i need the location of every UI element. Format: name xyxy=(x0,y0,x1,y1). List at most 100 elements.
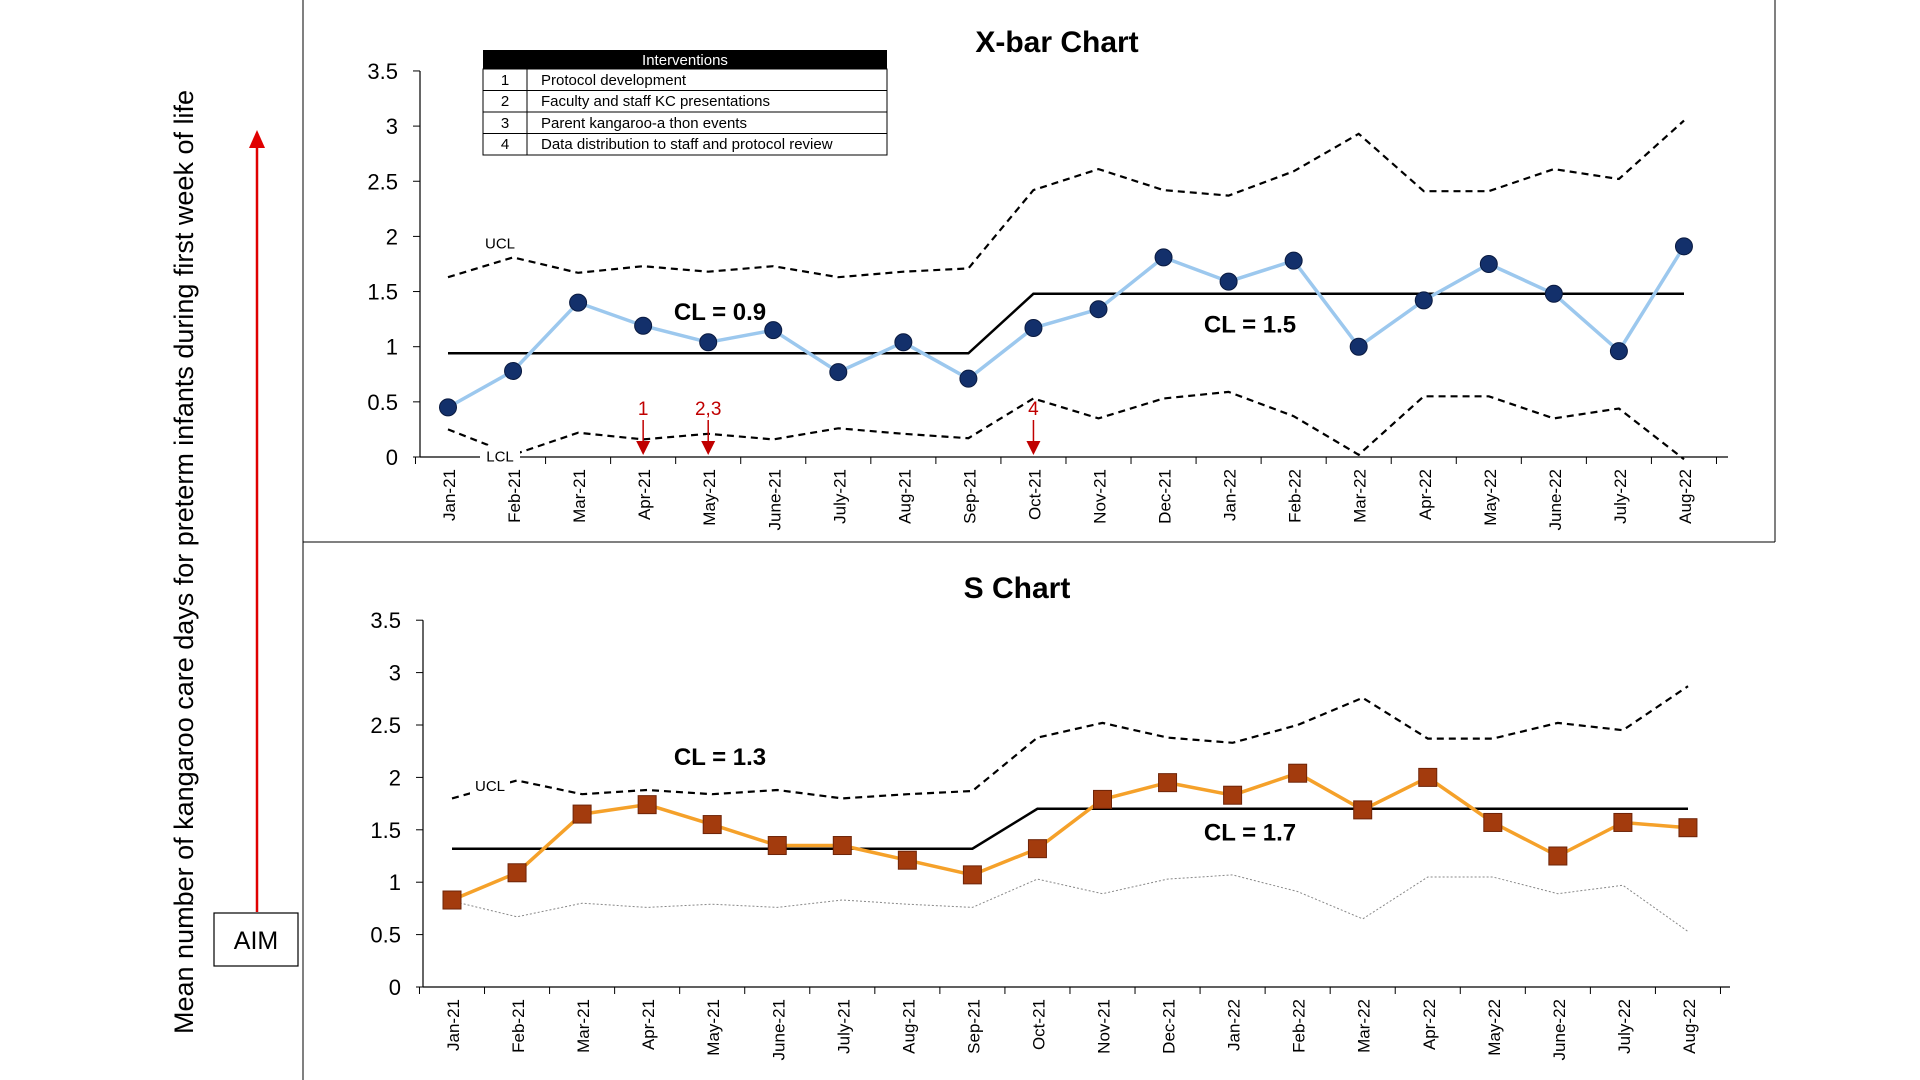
data-point xyxy=(634,316,653,335)
data-point xyxy=(832,836,852,856)
lcl-line xyxy=(447,390,1685,461)
x-tick-label: Dec-21 xyxy=(1156,469,1175,524)
annotation-arrowhead-icon xyxy=(701,441,716,455)
series-line xyxy=(451,771,1689,902)
data-point xyxy=(439,398,457,417)
x-tick-label: Jan-22 xyxy=(1225,999,1244,1051)
chart-title: X-bar Chart xyxy=(975,26,1138,59)
x-tick-label: July-22 xyxy=(1615,999,1634,1054)
data-point xyxy=(767,836,787,856)
data-point xyxy=(959,369,978,388)
data-point xyxy=(442,890,462,910)
annotation-label: 2,3 xyxy=(695,399,721,420)
y-tick-label: 0 xyxy=(389,975,401,1000)
x-tick-label: June-21 xyxy=(765,469,784,530)
data-point xyxy=(1093,789,1112,809)
ucl-label: UCL xyxy=(485,235,515,252)
x-tick-label: Sep-21 xyxy=(964,999,983,1054)
y-tick-label: 1.5 xyxy=(370,818,401,843)
data-point xyxy=(1418,767,1438,787)
intervention-text: Data distribution to staff and protocol … xyxy=(541,136,833,153)
data-point xyxy=(829,363,848,382)
intervention-text: Parent kangaroo-a thon events xyxy=(541,115,747,132)
data-point xyxy=(1548,846,1568,866)
x-tick-label: Mar-21 xyxy=(570,469,589,523)
center-line-label: CL = 1.7 xyxy=(1204,819,1296,846)
intervention-number: 3 xyxy=(501,115,509,132)
data-point xyxy=(1158,773,1178,793)
y-tick-label: 1.5 xyxy=(367,280,398,305)
y-tick-label: 1 xyxy=(386,335,398,360)
data-point xyxy=(1479,254,1498,273)
lcl-line xyxy=(451,874,1689,932)
data-point xyxy=(1544,284,1563,303)
data-point xyxy=(637,795,657,815)
x-tick-label: Nov-21 xyxy=(1091,469,1110,524)
x-tick-label: Aug-22 xyxy=(1676,469,1695,524)
x-tick-label: May-21 xyxy=(704,999,723,1056)
x-tick-label: Oct-21 xyxy=(1029,999,1048,1050)
data-point xyxy=(1089,300,1108,319)
intervention-text: Protocol development xyxy=(541,72,687,89)
x-tick-label: June-21 xyxy=(769,999,788,1060)
x-tick-label: Jan-21 xyxy=(444,999,463,1051)
data-point xyxy=(1219,272,1238,291)
lcl-label: LCL xyxy=(486,448,514,465)
x-tick-label: June-22 xyxy=(1550,999,1569,1060)
charts-layer: X-bar Chart 0 0.5 1 1.5 2 2.5 3 3.5 Jan-21 Feb-21 M… xyxy=(367,26,1730,1060)
x-tick-label: Mar-21 xyxy=(574,999,593,1053)
x-tick-label: Apr-22 xyxy=(1416,469,1435,520)
interventions-table: Interventions 1 Protocol development 2 F… xyxy=(482,50,888,156)
y-tick-label: 3.5 xyxy=(367,59,398,84)
ucl-label-bg xyxy=(470,776,510,795)
intervention-text: Faculty and staff KC presentations xyxy=(541,93,770,110)
interventions-header: Interventions xyxy=(642,52,728,69)
x-tick-label: Apr-21 xyxy=(635,469,654,520)
x-tick-label: July-21 xyxy=(830,469,849,524)
data-point xyxy=(569,293,588,312)
intervention-number: 2 xyxy=(501,93,509,110)
data-point xyxy=(572,804,592,824)
x-tick-label: Jan-22 xyxy=(1221,469,1240,521)
data-point xyxy=(1154,248,1173,267)
aim-arrowhead-icon xyxy=(249,130,265,148)
center-line xyxy=(448,292,1684,355)
ucl-label: UCL xyxy=(475,778,505,795)
annotation-label: 1 xyxy=(638,399,649,420)
x-tick-label: Jan-21 xyxy=(440,469,459,521)
chart-title: S Chart xyxy=(964,572,1071,605)
x-tick-label: Feb-21 xyxy=(509,999,528,1053)
x-tick-label: Mar-22 xyxy=(1355,999,1374,1053)
data-point xyxy=(1288,763,1308,783)
x-tick-label: Sep-21 xyxy=(960,469,979,524)
data-point xyxy=(507,863,527,883)
y-tick-label: 0 xyxy=(386,445,398,470)
data-point xyxy=(699,333,718,352)
x-tick-label: Aug-22 xyxy=(1680,999,1699,1054)
annotation-label: 4 xyxy=(1028,399,1039,420)
data-point xyxy=(764,321,783,340)
y-tick-label: 3.5 xyxy=(370,608,401,633)
y-tick-label: 3 xyxy=(389,661,401,686)
intervention-number: 4 xyxy=(501,136,509,153)
data-point xyxy=(894,333,913,352)
data-point xyxy=(1027,839,1047,859)
x-tick-label: Feb-22 xyxy=(1286,469,1305,523)
data-point xyxy=(1414,291,1433,310)
y-tick-label: 0.5 xyxy=(367,390,398,415)
y-tick-label: 0.5 xyxy=(370,923,401,948)
center-line-label: CL = 1.3 xyxy=(674,744,766,771)
data-point xyxy=(1024,318,1043,337)
data-point xyxy=(962,865,982,885)
x-tick-label: Feb-21 xyxy=(505,469,524,523)
x-tick-label: July-21 xyxy=(834,999,853,1054)
center-line-label: CL = 0.9 xyxy=(674,299,766,326)
x-tick-label: Oct-21 xyxy=(1025,469,1044,520)
data-point xyxy=(1609,342,1628,361)
x-tick-label: Aug-21 xyxy=(899,999,918,1054)
chart-0: X-bar Chart 0 0.5 1 1.5 2 2.5 3 3.5 Jan-21 Feb-21 M… xyxy=(367,26,1728,530)
ucl-label-bg xyxy=(480,234,520,253)
x-tick-label: Aug-21 xyxy=(895,469,914,524)
aim-label: AIM xyxy=(234,927,278,955)
